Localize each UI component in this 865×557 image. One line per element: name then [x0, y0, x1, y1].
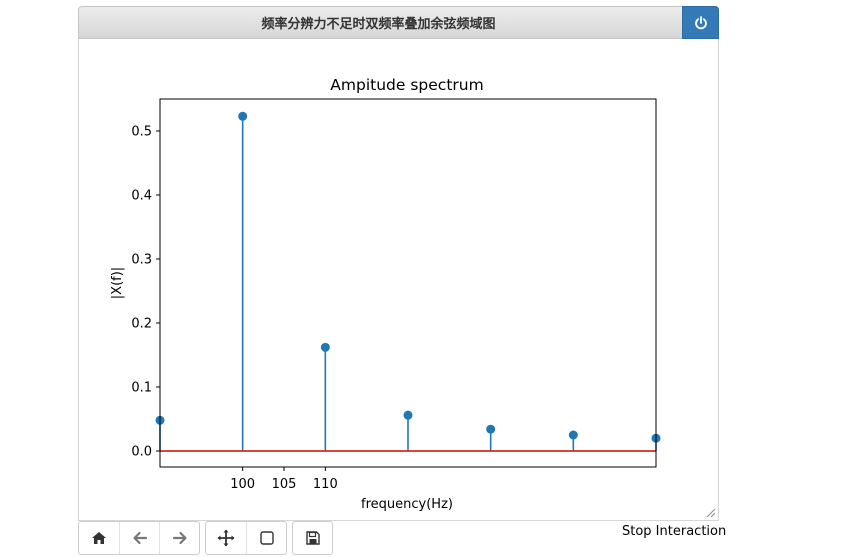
x-tick-label: 100 [230, 477, 255, 492]
y-tick-label: 0.0 [131, 445, 152, 460]
power-icon [695, 16, 707, 30]
y-tick-label: 0.4 [131, 189, 152, 204]
plot-frame [159, 98, 657, 468]
y-tick-label: 0.1 [131, 381, 152, 396]
pan-button[interactable] [206, 522, 246, 554]
save-icon [306, 531, 320, 545]
zoom-rect-icon [260, 531, 274, 545]
figure-title: 频率分辨力不足时双频率叠加余弦频域图 [261, 17, 496, 32]
y-tick-label: 0.2 [131, 317, 152, 332]
forward-icon [172, 531, 187, 545]
io-group [292, 521, 333, 555]
resize-grip-icon[interactable] [706, 508, 716, 518]
y-tick-label: 0.5 [131, 125, 152, 140]
navigation-group [78, 521, 200, 555]
stem-marker [403, 410, 413, 420]
figure-titlebar: 频率分辨力不足时双频率叠加余弦频域图 [78, 6, 719, 39]
save-button[interactable] [293, 522, 333, 554]
stem-marker [238, 111, 248, 121]
y-axis-label: |X(f)| [110, 267, 125, 299]
forward-button[interactable] [159, 522, 200, 554]
stem-marker [320, 342, 330, 352]
y-tick-label: 0.3 [131, 253, 152, 268]
stem-chart: Ampitude spectrum 0.0 0.1 0.2 0.3 0.4 0.5 100 1… [110, 76, 661, 512]
home-icon [92, 532, 106, 544]
stem-marker [486, 424, 496, 434]
back-button[interactable] [119, 522, 160, 554]
stop-interaction-button[interactable]: Stop Interaction [622, 524, 727, 539]
pan-icon [217, 529, 235, 547]
x-tick-label: 105 [272, 477, 297, 492]
back-icon [133, 531, 148, 545]
x-tick-label: 110 [313, 477, 338, 492]
zoom-rect-button[interactable] [246, 522, 287, 554]
figure-canvas[interactable]: Ampitude spectrum 0.0 0.1 0.2 0.3 0.4 0.5 100 1… [78, 39, 719, 521]
home-button[interactable] [79, 522, 119, 554]
interaction-group [205, 521, 287, 555]
chart-title: Ampitude spectrum [330, 76, 483, 94]
close-figure-button[interactable] [682, 6, 719, 39]
x-axis-label: frequency(Hz) [361, 497, 453, 512]
stem-marker [568, 430, 578, 440]
